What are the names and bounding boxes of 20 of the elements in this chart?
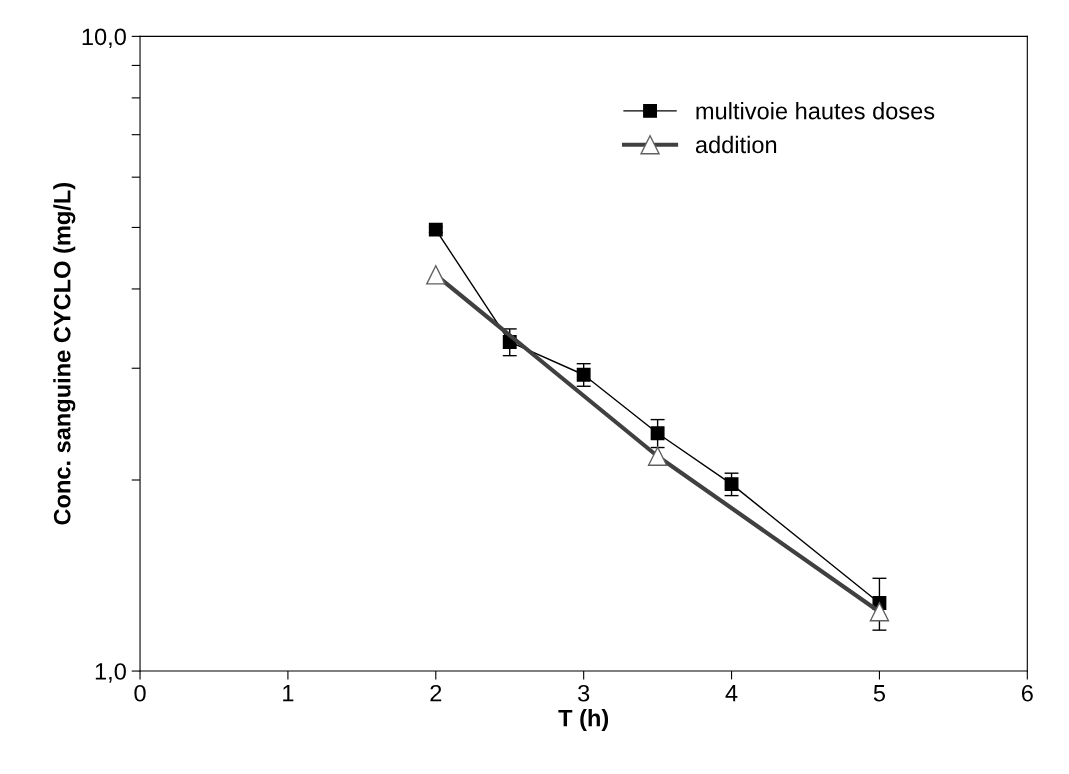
x-tick-label: 1 [283,685,294,702]
y-axis-title: Conc. sanguine CYCLO (mg/L) [53,183,76,525]
point [647,446,668,466]
point [724,477,739,492]
y-tick-label: 10,0 [82,28,126,48]
point [576,367,591,382]
legend-label: addition [695,135,777,154]
x-tick-label: 2 [430,684,442,702]
x-tick-label: 0 [134,684,146,702]
x-tick-label: 4 [725,685,738,702]
y-tick-label: 1,0 [95,663,126,683]
x-tick-label: 6 [1021,684,1033,702]
point [426,265,446,285]
point [650,426,665,441]
point [869,602,890,622]
legend-label: multivoie hautes doses [696,102,935,120]
x-tick-label: 5 [873,685,886,702]
x-tick-label: 3 [578,684,590,702]
x-axis-title: T (h) [558,709,609,732]
point [428,222,443,237]
